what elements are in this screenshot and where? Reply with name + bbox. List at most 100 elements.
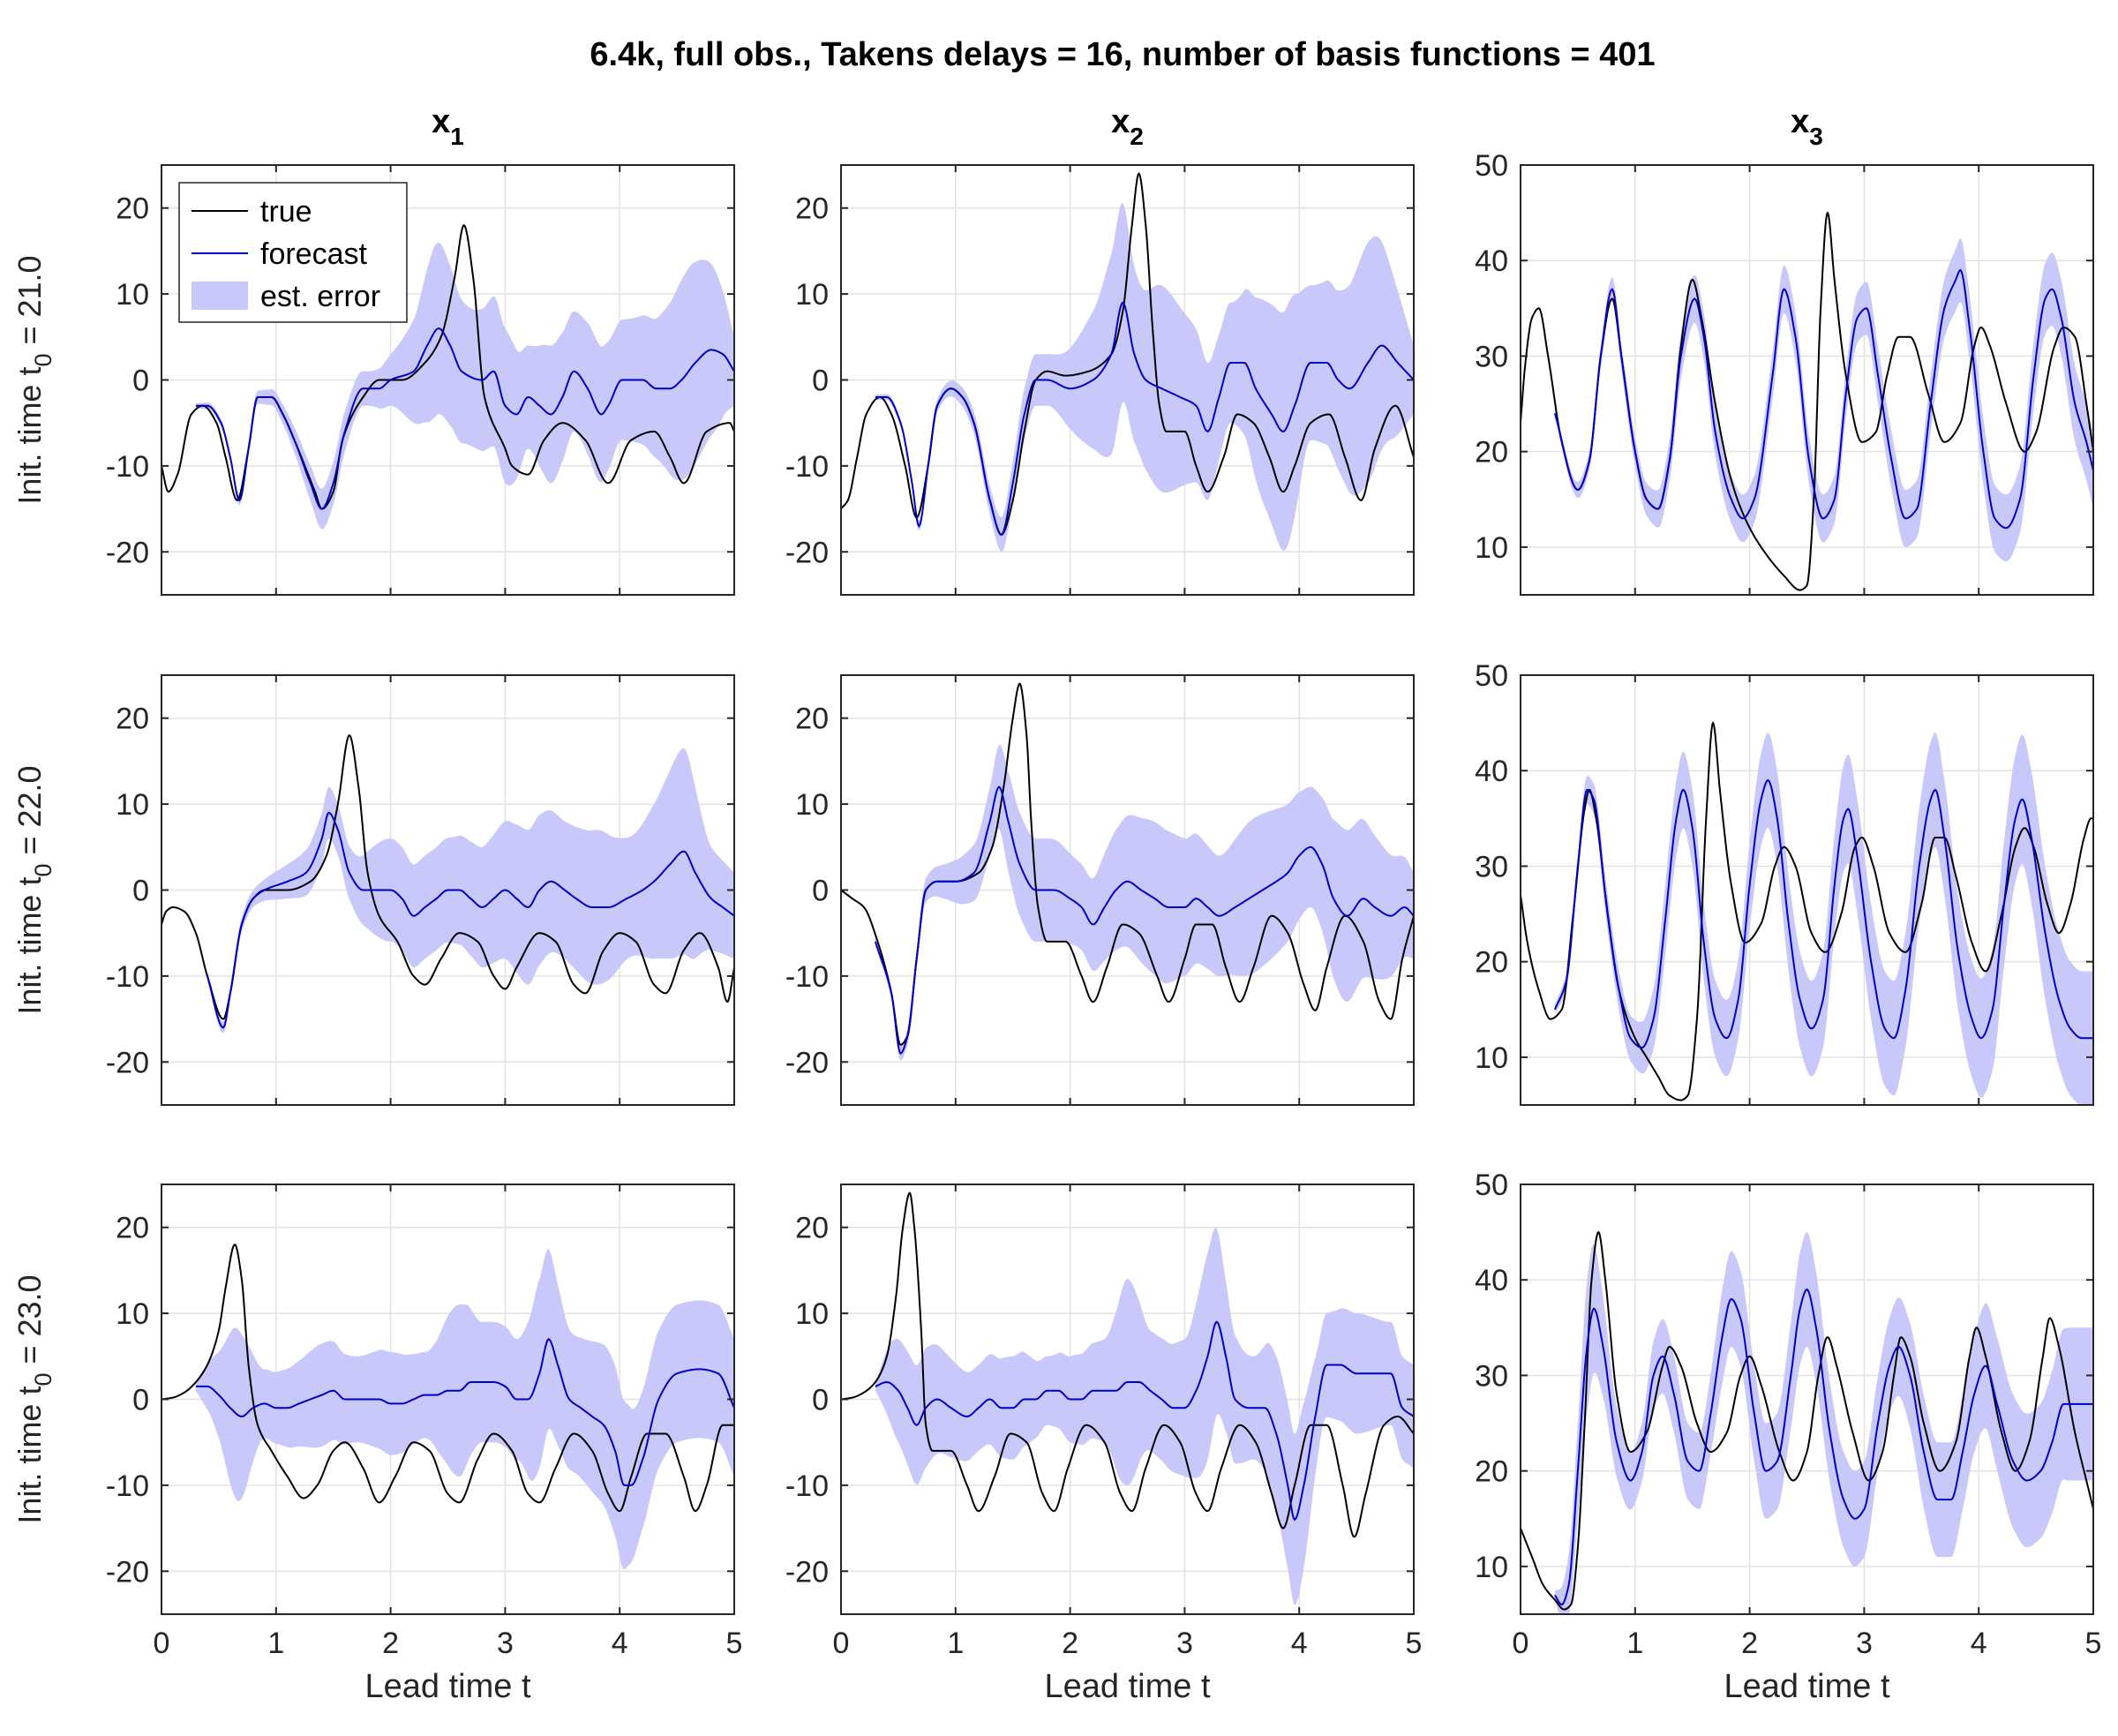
column-title-sub: 1 — [450, 123, 464, 150]
legend-swatch-error — [192, 282, 248, 310]
y-tick-label: 20 — [1475, 946, 1508, 980]
column-title-sub: 2 — [1130, 123, 1144, 150]
tick-marks — [161, 165, 735, 595]
y-tick-label: 20 — [116, 703, 149, 736]
forecast-line — [875, 301, 1414, 536]
error-band — [1554, 732, 2093, 1105]
panel-r2-x3: 10 20 30 40 50 — [1475, 659, 2094, 1106]
y-tick-label: 40 — [1475, 755, 1508, 788]
row-label-pre: Init. time t — [11, 877, 48, 1015]
panel-r3-x3: 10 20 30 40 50 0 1 2 3 4 5 Lead time t — [1475, 1169, 2101, 1705]
x-axis-label: Lead time t — [1724, 1668, 1890, 1705]
x-tick-label: 2 — [382, 1627, 399, 1660]
y-tick-label: 30 — [1475, 1359, 1508, 1393]
x-tick-label: 4 — [1971, 1627, 1987, 1660]
row-label-sub: 0 — [30, 1373, 56, 1387]
panel-r3-x2: -20 -10 0 10 20 0 1 2 3 4 5 Lead time t — [785, 1184, 1422, 1705]
tick-marks — [1520, 1184, 2094, 1614]
row-label-post: = 22.0 — [11, 765, 48, 863]
error-band — [875, 744, 1414, 1061]
row-label-sub: 0 — [30, 864, 56, 877]
y-tick-label: 10 — [795, 1297, 829, 1331]
column-title-base: x — [1111, 103, 1130, 140]
y-tick-label: 0 — [132, 364, 149, 398]
true-line — [841, 1191, 1414, 1538]
panel-r1-x2: -20 -10 0 10 20 x2 — [785, 103, 1415, 596]
y-tick-label: -10 — [785, 1469, 829, 1503]
y-tick-label: 10 — [116, 278, 149, 312]
row-label-sub: 0 — [30, 354, 56, 367]
y-tick-label: 20 — [116, 1212, 149, 1245]
x-tick-label: 0 — [1513, 1627, 1529, 1660]
y-tick-label: 20 — [795, 1212, 829, 1245]
y-tick-label: 0 — [812, 1384, 829, 1417]
forecast-line — [1553, 268, 2093, 530]
true-line — [1521, 1230, 2093, 1611]
x-tick-label: 1 — [1626, 1627, 1643, 1660]
forecast-line — [875, 1320, 1414, 1522]
error-band — [195, 242, 734, 530]
plot-area — [161, 734, 734, 1033]
tick-marks — [1520, 674, 2094, 1105]
y-tick-label: 40 — [1475, 244, 1508, 278]
y-tick-label: -10 — [785, 960, 829, 994]
column-title-base: x — [432, 103, 450, 140]
error-band — [195, 1249, 734, 1570]
y-tick-label: 50 — [1475, 149, 1508, 183]
legend-label: true — [260, 195, 312, 229]
axes-box — [1520, 164, 2094, 596]
error-band — [1554, 238, 2093, 562]
y-tick-label: 10 — [116, 788, 149, 822]
column-title-x3: x3 — [1791, 103, 1823, 150]
forecast-line — [1553, 778, 2093, 1049]
y-tick-label: 0 — [132, 875, 149, 908]
plot-area — [161, 224, 734, 530]
true-line — [161, 1244, 734, 1513]
panel-r3-x1: -20 -10 0 10 20 0 1 2 3 4 5 Lead time t Init. time t… — [11, 1184, 742, 1705]
row-label: Init. time t0 = 22.0 — [11, 765, 56, 1014]
panel-r1-x3: 10 20 30 40 50 x3 — [1475, 103, 2094, 596]
error-band — [875, 1228, 1414, 1605]
axes-box — [1520, 674, 2094, 1106]
legend: true forecast est. error — [178, 182, 408, 323]
forecast-line — [874, 785, 1414, 1055]
column-title-x1: x1 — [432, 103, 464, 150]
y-tick-label: 40 — [1475, 1264, 1508, 1297]
x-tick-label: 4 — [612, 1627, 628, 1660]
row-label-post: = 23.0 — [11, 1274, 48, 1372]
x-tick-label: 1 — [947, 1627, 964, 1660]
row-label-pre: Init. time t — [11, 1387, 48, 1524]
y-tick-label: 0 — [812, 875, 829, 908]
column-title-x2: x2 — [1111, 103, 1144, 150]
forecast-line — [206, 811, 734, 1029]
panel-r2-x2: -20 -10 0 10 20 — [785, 674, 1415, 1106]
y-tick-label: -20 — [785, 1046, 829, 1079]
y-tick-label: 50 — [1475, 1169, 1508, 1202]
y-tick-label: -20 — [106, 536, 149, 569]
row-label: Init. time t0 = 23.0 — [11, 1274, 56, 1523]
legend-label: forecast — [260, 237, 367, 271]
y-tick-label: -20 — [106, 1046, 149, 1079]
y-tick-label: -10 — [106, 1469, 149, 1503]
legend-label: est. error — [260, 280, 380, 313]
error-band — [207, 748, 734, 1033]
x-tick-label: 5 — [2085, 1627, 2102, 1660]
y-tick-label: 30 — [1475, 340, 1508, 373]
x-tick-label: 0 — [154, 1627, 170, 1660]
y-tick-label: 20 — [1475, 436, 1508, 470]
y-tick-label: -10 — [785, 450, 829, 484]
row-label-pre: Init. time t — [11, 367, 48, 505]
y-tick-label: 10 — [1475, 531, 1508, 565]
y-tick-label: -20 — [785, 1555, 829, 1589]
x-tick-label: 2 — [1741, 1627, 1758, 1660]
row-label-post: = 21.0 — [11, 255, 48, 353]
x-tick-label: 4 — [1291, 1627, 1308, 1660]
tick-marks — [840, 1184, 1415, 1614]
x-axis-label: Lead time t — [365, 1668, 531, 1705]
plot-area — [1521, 721, 2093, 1105]
y-tick-label: 20 — [795, 192, 829, 226]
plot-area — [161, 1244, 734, 1570]
y-tick-label: 20 — [116, 192, 149, 226]
